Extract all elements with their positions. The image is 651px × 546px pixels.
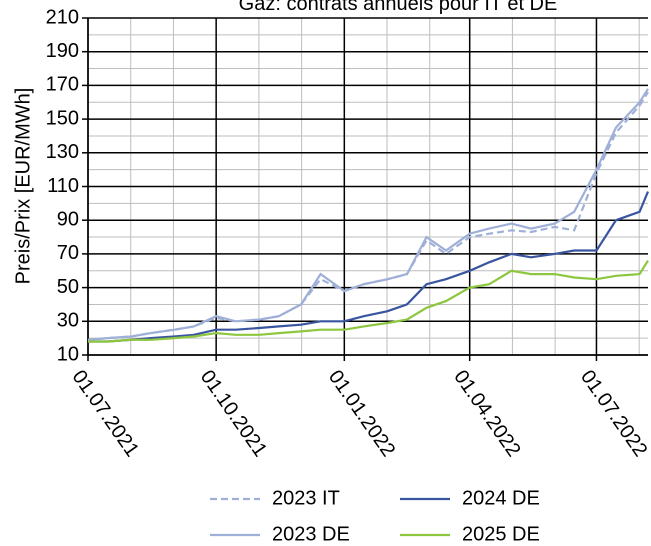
legend-label: 2023 IT (272, 487, 340, 509)
x-tick-label: 01.07.2022 (576, 366, 651, 461)
chart-title: Gaz: contrats annuels pour IT et DE (239, 0, 558, 15)
x-tick-label: 01.04.2022 (449, 366, 524, 461)
y-tick-label: 170 (46, 74, 79, 96)
series-line (88, 260, 649, 343)
y-tick-label: 130 (46, 141, 79, 163)
y-axis-label: Preis/Prix [EUR/MWh] (12, 88, 34, 285)
x-tick-label: 01.01.2022 (324, 366, 399, 461)
y-tick-label: 190 (46, 40, 79, 62)
y-tick-label: 50 (57, 276, 79, 298)
y-tick-label: 30 (57, 310, 79, 332)
y-tick-label: 90 (57, 208, 79, 230)
y-tick-label: 10 (57, 343, 79, 365)
legend-label: 2023 DE (272, 523, 350, 545)
y-tick-label: 210 (46, 6, 79, 28)
series-line (87, 88, 649, 341)
y-tick-label: 110 (47, 175, 79, 197)
legend-label: 2024 DE (462, 487, 540, 509)
legend-label: 2025 DE (462, 523, 540, 545)
y-tick-label: 70 (57, 242, 79, 264)
x-tick-label: 01.10.2021 (196, 366, 271, 461)
series-line (88, 191, 650, 343)
x-tick-label: 01.07.2021 (68, 366, 143, 461)
y-tick-label: 150 (46, 107, 79, 129)
series-line (87, 91, 649, 341)
